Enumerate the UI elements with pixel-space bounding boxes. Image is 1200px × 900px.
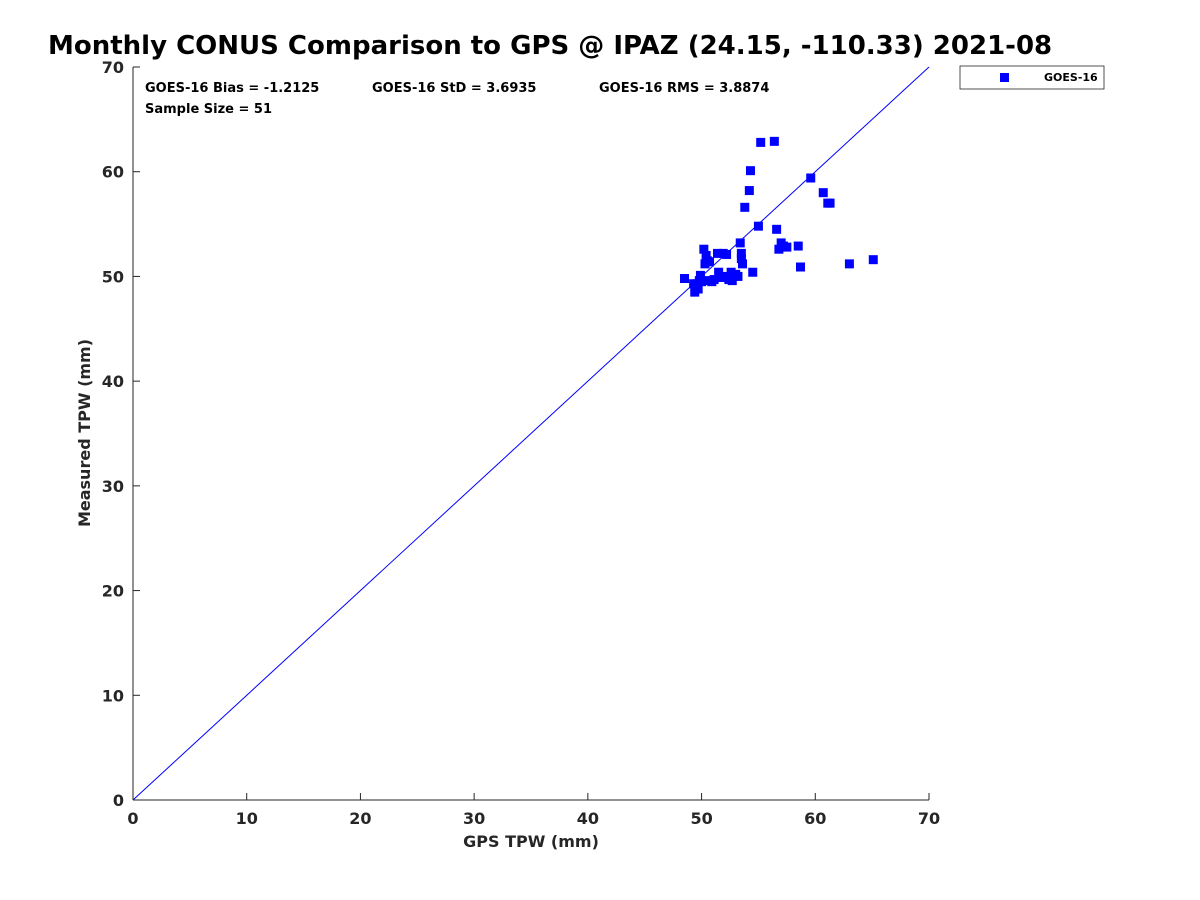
x-tick-label: 0 xyxy=(127,809,138,828)
data-point xyxy=(714,267,724,277)
data-point xyxy=(699,244,709,254)
data-point xyxy=(697,277,707,287)
data-point xyxy=(733,271,743,281)
y-axis-label: Measured TPW (mm) xyxy=(75,339,94,527)
x-tick-label: 10 xyxy=(236,809,258,828)
y-tick-label: 70 xyxy=(102,58,124,77)
data-point xyxy=(709,275,719,285)
data-point xyxy=(782,242,792,252)
x-tick-label: 60 xyxy=(804,809,826,828)
data-point xyxy=(693,284,703,294)
data-point xyxy=(736,248,746,258)
legend-box xyxy=(959,65,1105,90)
x-axis-label: GPS TPW (mm) xyxy=(463,832,599,851)
data-point xyxy=(701,250,711,260)
reference-line-group xyxy=(132,66,930,801)
plot-area xyxy=(132,67,929,801)
legend-marker-square xyxy=(1000,73,1009,82)
legend: GOES-16 xyxy=(959,65,1105,90)
data-point xyxy=(726,267,736,277)
data-point xyxy=(796,262,806,272)
y-tick-label: 60 xyxy=(102,163,124,182)
data-point xyxy=(736,254,746,264)
x-tick-label: 30 xyxy=(463,809,485,828)
x-tick-label: 50 xyxy=(690,809,712,828)
data-point xyxy=(844,259,854,269)
data-point xyxy=(705,257,715,267)
y-tick-label: 10 xyxy=(102,686,124,705)
data-point xyxy=(806,173,816,183)
data-point xyxy=(769,136,779,146)
data-point xyxy=(722,249,732,259)
data-point xyxy=(712,248,722,258)
x-tick-label: 40 xyxy=(577,809,599,828)
data-point xyxy=(825,198,835,208)
data-point xyxy=(695,270,705,280)
data-point xyxy=(793,241,803,251)
data-point xyxy=(689,279,699,289)
data-point xyxy=(772,224,782,234)
data-point xyxy=(744,186,754,196)
rms-annotation: GOES-16 RMS = 3.8874 xyxy=(599,81,769,96)
y-tick-label: 30 xyxy=(102,477,124,496)
data-point xyxy=(740,202,750,212)
data-point xyxy=(745,166,755,176)
data-point xyxy=(774,244,784,254)
std-annotation: GOES-16 StD = 3.6935 xyxy=(372,81,536,96)
data-point xyxy=(753,221,763,231)
data-point xyxy=(716,272,726,282)
one-to-one-line xyxy=(132,66,930,801)
chart-title: Monthly CONUS Comparison to GPS @ IPAZ (… xyxy=(48,31,1052,61)
y-tick-label: 50 xyxy=(102,267,124,286)
x-tick-label: 20 xyxy=(349,809,371,828)
x-axis-ticks: 0 10 20 30 40 50 60 70 xyxy=(127,793,940,828)
legend-label-goes16: GOES-16 xyxy=(1044,71,1098,84)
data-point xyxy=(756,137,766,147)
data-point xyxy=(818,188,828,198)
y-tick-label: 20 xyxy=(102,582,124,601)
y-axis-ticks: 0 10 20 30 40 50 60 70 xyxy=(102,58,140,810)
bias-annotation: GOES-16 Bias = -1.2125 xyxy=(145,81,319,96)
data-point xyxy=(738,259,748,269)
y-tick-label: 40 xyxy=(102,372,124,391)
data-point xyxy=(748,267,758,277)
x-tick-label: 70 xyxy=(918,809,940,828)
sample-size-annotation: Sample Size = 51 xyxy=(145,102,272,117)
data-point xyxy=(680,274,690,284)
data-point xyxy=(868,255,878,265)
data-point xyxy=(727,276,737,286)
data-points xyxy=(680,136,878,297)
data-point xyxy=(735,238,745,248)
y-tick-label: 0 xyxy=(113,791,124,810)
